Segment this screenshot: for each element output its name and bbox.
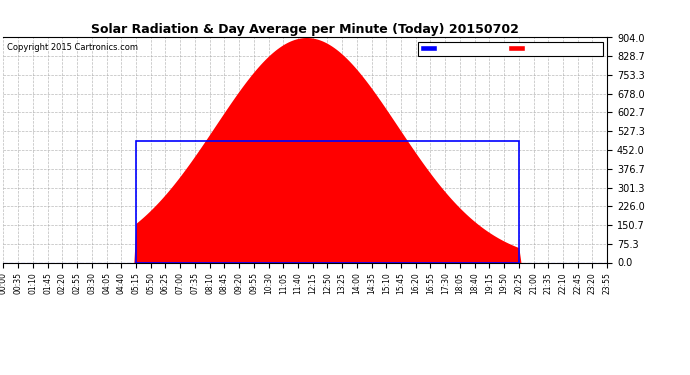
Text: Copyright 2015 Cartronics.com: Copyright 2015 Cartronics.com [7, 43, 138, 52]
Bar [136, 141, 519, 262]
Legend: Median (W/m2), Radiation (W/m2): Median (W/m2), Radiation (W/m2) [417, 42, 603, 56]
Title: Solar Radiation & Day Average per Minute (Today) 20150702: Solar Radiation & Day Average per Minute… [91, 23, 520, 36]
